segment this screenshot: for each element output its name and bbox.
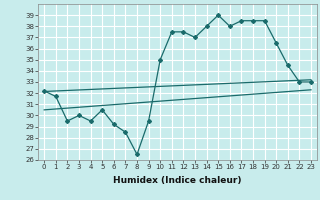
X-axis label: Humidex (Indice chaleur): Humidex (Indice chaleur) [113,176,242,185]
